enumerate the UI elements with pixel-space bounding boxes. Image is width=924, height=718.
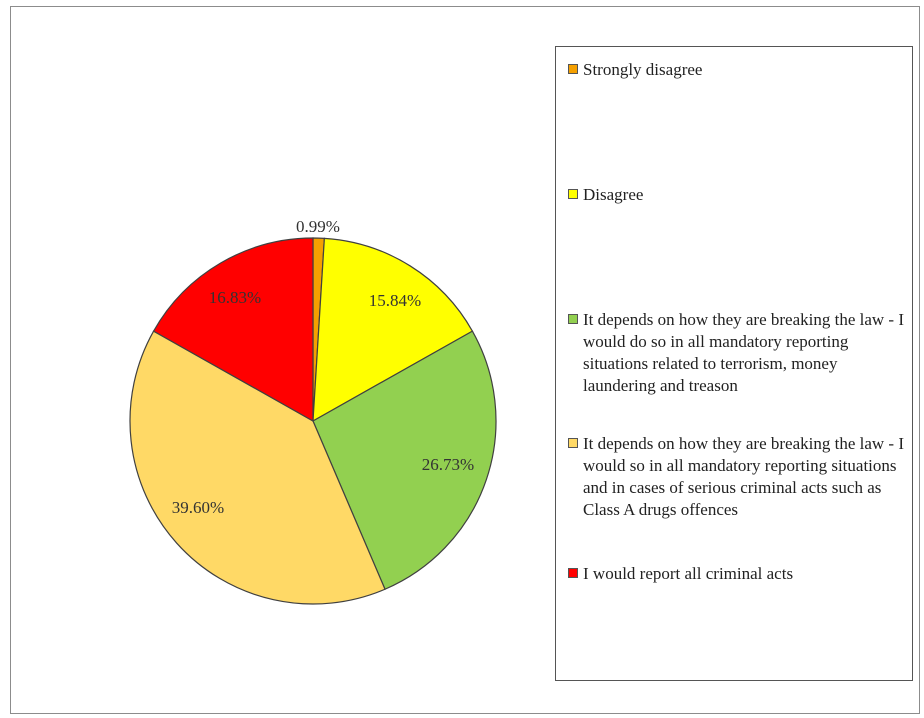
legend-swatch-depends-serious	[568, 438, 578, 448]
legend: Strongly disagree Disagree It depends on…	[555, 46, 913, 681]
data-label-3: 39.60%	[172, 498, 224, 517]
legend-swatch-depends-terrorism	[568, 314, 578, 324]
legend-swatch-strongly-disagree	[568, 64, 578, 74]
legend-label-depends-terrorism: It depends on how they are breaking the …	[583, 310, 904, 395]
legend-item-report-all: I would report all criminal acts	[568, 563, 908, 585]
pie-slice-1	[312, 237, 474, 423]
legend-label-strongly-disagree: Strongly disagree	[583, 60, 703, 79]
legend-label-report-all: I would report all criminal acts	[583, 564, 794, 583]
legend-swatch-report-all	[568, 568, 578, 578]
pie-slice-3	[129, 330, 386, 605]
pie-slice-4	[152, 237, 314, 423]
data-label-1: 15.84%	[369, 291, 421, 310]
legend-item-depends-terrorism: It depends on how they are breaking the …	[568, 309, 908, 397]
data-label-0: 0.99%	[296, 217, 340, 236]
data-label-4: 16.83%	[209, 288, 261, 307]
pie-slice-2	[312, 330, 497, 591]
data-label-2: 26.73%	[422, 455, 474, 474]
legend-item-disagree: Disagree	[568, 184, 908, 206]
legend-item-strongly-disagree: Strongly disagree	[568, 59, 908, 81]
legend-swatch-disagree	[568, 189, 578, 199]
legend-label-disagree: Disagree	[583, 185, 644, 204]
legend-label-depends-serious: It depends on how they are breaking the …	[583, 434, 904, 519]
legend-item-depends-serious: It depends on how they are breaking the …	[568, 433, 908, 521]
